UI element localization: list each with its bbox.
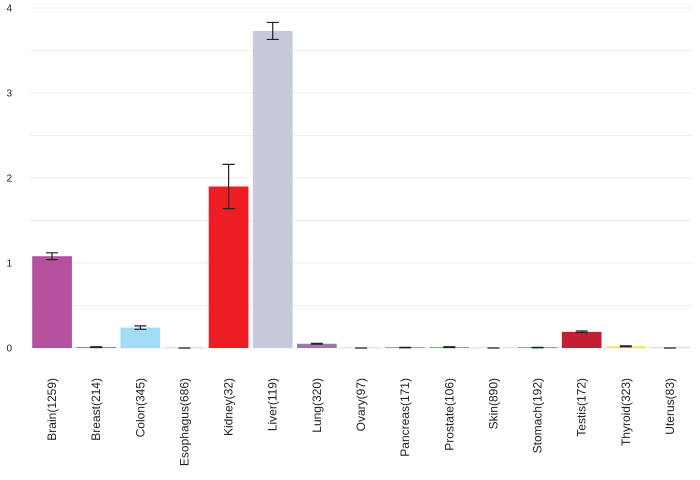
bar <box>32 256 72 348</box>
gridlines <box>30 7 692 349</box>
x-tick-label: Lung(320) <box>310 378 324 433</box>
x-axis-labels: Brain(1259) Breast(214) Colon(345) Esophagu… <box>45 378 677 466</box>
y-tick-label: 3 <box>6 89 12 100</box>
x-tick-label: Prostate(106) <box>442 378 456 451</box>
y-tick-label: 2 <box>6 174 12 185</box>
x-tick-label: Testis(172) <box>575 378 589 437</box>
x-tick-label: Esophagus(686) <box>177 378 191 466</box>
x-tick-label: Kidney(32) <box>222 378 236 436</box>
x-tick-label: Brain(1259) <box>45 378 59 441</box>
y-tick-label: 4 <box>6 4 12 15</box>
x-tick-label: Thyroid(323) <box>619 378 633 446</box>
x-tick-label: Liver(119) <box>266 378 280 431</box>
x-tick-label: Breast(214) <box>89 378 103 441</box>
bar <box>297 343 337 348</box>
x-tick-label: Colon(345) <box>133 378 147 437</box>
x-tick-label: Uterus(83) <box>663 378 677 435</box>
error-bar <box>90 346 103 349</box>
error-bar <box>443 346 456 349</box>
bar <box>252 30 293 348</box>
error-bar <box>46 252 59 261</box>
error-bar <box>134 325 147 330</box>
x-tick-label: Stomach(192) <box>531 378 545 453</box>
y-tick-label: 1 <box>6 259 12 270</box>
y-tick-label: 0 <box>6 344 12 355</box>
x-tick-label: Skin(890) <box>486 378 500 429</box>
y-axis-ticks: 0 1 2 3 4 <box>6 4 12 355</box>
x-tick-label: Ovary(97) <box>354 378 368 431</box>
error-bar <box>575 330 588 334</box>
error-bar <box>619 345 632 348</box>
bar <box>208 186 249 348</box>
x-tick-label: Pancreas(171) <box>398 378 412 457</box>
bar <box>561 331 602 348</box>
error-bar <box>222 163 235 210</box>
error-bar <box>310 342 323 345</box>
error-bars <box>46 21 676 349</box>
error-bar <box>266 21 279 41</box>
bars <box>32 30 690 348</box>
bar <box>120 327 161 348</box>
